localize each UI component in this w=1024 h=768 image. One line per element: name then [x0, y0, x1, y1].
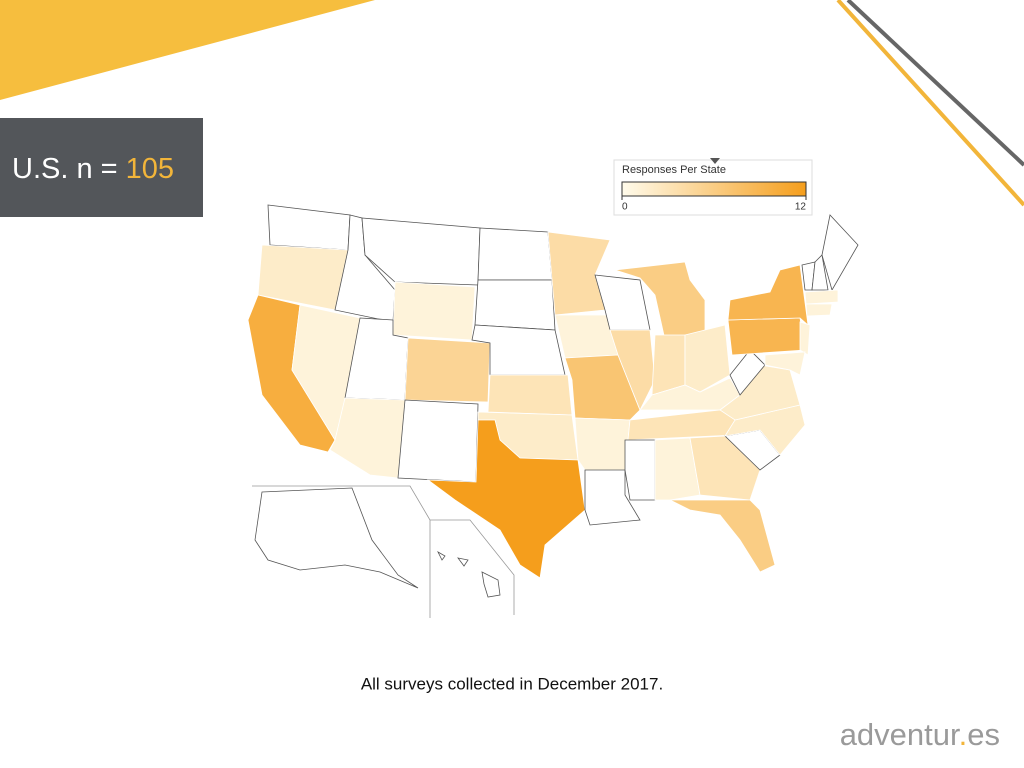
state — [361, 217, 481, 286]
state — [689, 435, 761, 501]
corner-line — [836, 0, 1024, 207]
state — [764, 351, 806, 376]
state — [804, 289, 839, 305]
header-value: 105 — [126, 153, 174, 185]
state — [574, 417, 631, 471]
state — [651, 334, 686, 396]
state — [254, 487, 419, 589]
logo-part: es — [967, 717, 1000, 752]
state — [426, 419, 586, 579]
state — [799, 321, 811, 356]
corner-line — [846, 0, 1024, 167]
legend-title: Responses Per State — [622, 164, 726, 176]
state — [397, 399, 479, 483]
state — [267, 204, 351, 251]
state — [669, 499, 776, 573]
header-text: U.S. n = 105 — [12, 153, 174, 185]
state — [392, 281, 476, 341]
legend-tick-label: 12 — [795, 202, 807, 213]
state — [654, 437, 701, 501]
state — [727, 264, 809, 327]
state — [481, 571, 501, 598]
state — [727, 317, 806, 356]
state — [609, 329, 656, 411]
legend-ticks: 0 12 — [621, 196, 807, 213]
caption: All surveys collected in December 2017. — [361, 674, 663, 693]
legend-gradient — [621, 181, 807, 197]
state — [457, 557, 469, 567]
state — [811, 254, 829, 291]
header-box — [0, 118, 203, 217]
state — [547, 231, 611, 316]
state — [684, 324, 731, 393]
logo-dot: . — [959, 717, 968, 752]
state — [805, 303, 833, 317]
corner-decoration — [0, 0, 375, 100]
header-label: U.S. n = — [12, 153, 118, 185]
state — [477, 227, 553, 281]
legend-pointer — [710, 158, 720, 164]
state — [437, 550, 446, 561]
legend-tick-label: 0 — [622, 202, 628, 213]
state — [821, 214, 859, 292]
logo-part: adventur — [840, 717, 960, 752]
state-map — [247, 204, 859, 598]
inset-frames — [252, 485, 515, 618]
state — [474, 279, 556, 331]
legend: Responses Per State 0 12 — [613, 158, 813, 216]
state — [624, 439, 656, 501]
logo: adventur.es — [840, 717, 1000, 752]
state — [404, 337, 491, 403]
state — [487, 374, 573, 416]
